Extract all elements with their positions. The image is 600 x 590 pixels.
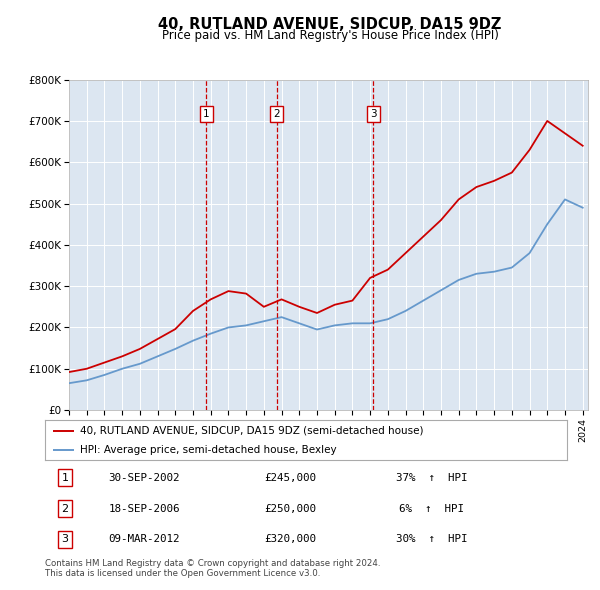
Text: 40, RUTLAND AVENUE, SIDCUP, DA15 9DZ (semi-detached house): 40, RUTLAND AVENUE, SIDCUP, DA15 9DZ (se… <box>80 425 424 435</box>
Text: Contains HM Land Registry data © Crown copyright and database right 2024.
This d: Contains HM Land Registry data © Crown c… <box>45 559 380 578</box>
Text: 37%  ↑  HPI: 37% ↑ HPI <box>395 473 467 483</box>
Text: £245,000: £245,000 <box>265 473 316 483</box>
Text: 2: 2 <box>61 504 68 513</box>
Text: 09-MAR-2012: 09-MAR-2012 <box>109 535 180 544</box>
Text: Price paid vs. HM Land Registry's House Price Index (HPI): Price paid vs. HM Land Registry's House … <box>161 30 499 42</box>
Text: 18-SEP-2006: 18-SEP-2006 <box>109 504 180 513</box>
Text: 3: 3 <box>61 535 68 544</box>
Text: 40, RUTLAND AVENUE, SIDCUP, DA15 9DZ: 40, RUTLAND AVENUE, SIDCUP, DA15 9DZ <box>158 17 502 31</box>
Text: 3: 3 <box>370 109 377 119</box>
Text: 2: 2 <box>273 109 280 119</box>
Text: 6%  ↑  HPI: 6% ↑ HPI <box>399 504 464 513</box>
Text: 30-SEP-2002: 30-SEP-2002 <box>109 473 180 483</box>
Text: 1: 1 <box>203 109 209 119</box>
Text: 30%  ↑  HPI: 30% ↑ HPI <box>395 535 467 544</box>
Text: £250,000: £250,000 <box>265 504 316 513</box>
Text: HPI: Average price, semi-detached house, Bexley: HPI: Average price, semi-detached house,… <box>80 445 337 455</box>
Text: 1: 1 <box>61 473 68 483</box>
Text: £320,000: £320,000 <box>265 535 316 544</box>
